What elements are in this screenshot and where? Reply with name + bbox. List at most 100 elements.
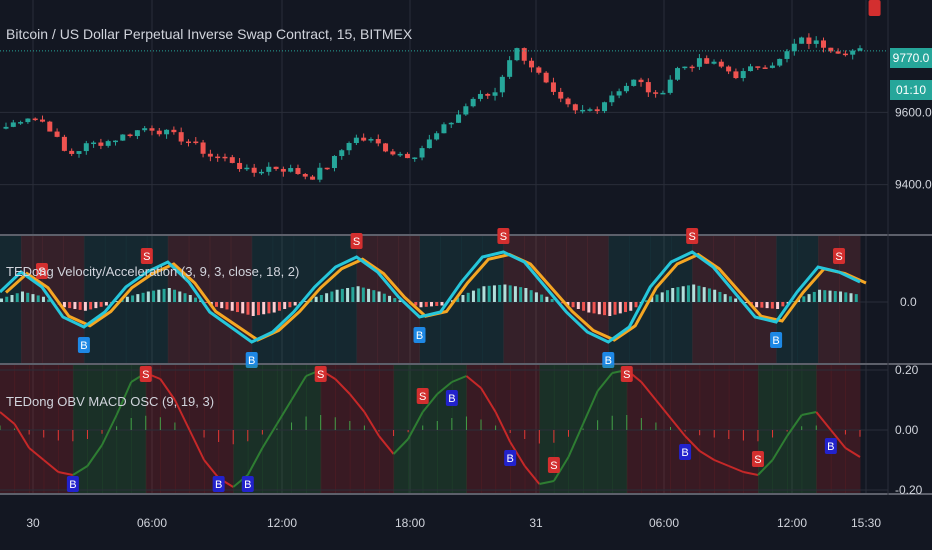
velocity-histogram-bar bbox=[482, 286, 486, 302]
candle-body bbox=[3, 126, 9, 129]
velocity-histogram-bar bbox=[440, 302, 444, 306]
velocity-histogram-bar bbox=[498, 284, 502, 302]
obv-oscillator-line bbox=[480, 387, 497, 413]
obv-band bbox=[14, 365, 30, 493]
obv-oscillator-line bbox=[640, 381, 657, 401]
velocity-histogram-bar bbox=[765, 302, 769, 309]
velocity-histogram-bar bbox=[744, 302, 748, 303]
candle-body bbox=[32, 118, 38, 121]
velocity-histogram-bar bbox=[812, 291, 816, 302]
velocity-signal-label: S bbox=[38, 266, 45, 278]
velocity-histogram-bar bbox=[833, 291, 837, 302]
time-axis-label: 18:00 bbox=[395, 516, 425, 530]
candle-body bbox=[273, 166, 279, 169]
obv-band bbox=[830, 365, 846, 493]
candle-body bbox=[565, 98, 571, 105]
candle-body bbox=[39, 119, 45, 122]
velocity-histogram-bar bbox=[314, 296, 318, 302]
velocity-histogram-bar bbox=[272, 302, 276, 313]
obv-sell-signal bbox=[868, 0, 881, 16]
obv-band bbox=[568, 365, 584, 493]
velocity-histogram-bar bbox=[73, 302, 77, 309]
obv-signal-label: S bbox=[317, 369, 324, 381]
candle-body bbox=[164, 129, 170, 135]
velocity-histogram-bar bbox=[146, 291, 150, 302]
velocity-signal-label: B bbox=[80, 340, 87, 352]
velocity-histogram-bar bbox=[471, 290, 475, 302]
obv-oscillator-line bbox=[801, 411, 817, 416]
velocity-histogram-bar bbox=[178, 291, 182, 302]
obv-oscillator-line bbox=[844, 447, 861, 458]
obv-indicator-title[interactable]: TEDong OBV MACD OSC (9, 19, 3) bbox=[6, 394, 215, 409]
candle-body bbox=[740, 71, 746, 79]
candle-body bbox=[18, 122, 24, 124]
candle-body bbox=[660, 92, 666, 95]
obv-oscillator-line bbox=[13, 423, 31, 449]
symbol-title[interactable]: Bitcoin / US Dollar Perpetual Inverse Sw… bbox=[6, 26, 413, 42]
obv-oscillator-line bbox=[290, 375, 307, 401]
obv-band bbox=[247, 365, 263, 493]
obv-signal-label: B bbox=[244, 479, 251, 491]
obv-oscillator-line bbox=[58, 471, 74, 476]
candle-body bbox=[492, 92, 498, 96]
velocity-sell-signal bbox=[350, 233, 363, 249]
obv-oscillator-line bbox=[276, 399, 293, 425]
obv-oscillator-line bbox=[786, 414, 803, 437]
candle-body bbox=[748, 66, 754, 72]
velocity-histogram-bar bbox=[571, 302, 575, 308]
candle-body bbox=[813, 40, 819, 44]
obv-signal-label: S bbox=[142, 369, 149, 381]
velocity-histogram-bar bbox=[0, 298, 3, 302]
obv-buy-signal bbox=[504, 450, 517, 466]
obv-signal-label: B bbox=[681, 447, 688, 459]
velocity-histogram-bar bbox=[634, 302, 638, 308]
obv-sell-signal bbox=[416, 388, 429, 404]
velocity-histogram-bar bbox=[89, 302, 93, 310]
time-axis-label: 12:00 bbox=[267, 516, 297, 530]
velocity-histogram-bar bbox=[346, 288, 350, 302]
candle-body bbox=[857, 48, 863, 51]
velocity-histogram-bar bbox=[125, 296, 129, 302]
candle-body bbox=[375, 139, 381, 144]
obv-band bbox=[87, 365, 103, 493]
candle-body bbox=[550, 82, 556, 92]
velocity-histogram-bar bbox=[456, 297, 460, 302]
obv-axis-label: -0.20 bbox=[895, 483, 923, 497]
velocity-histogram-bar bbox=[807, 294, 811, 302]
velocity-histogram-bar bbox=[665, 290, 669, 302]
velocity-histogram-bar bbox=[141, 292, 145, 302]
velocity-band bbox=[566, 236, 588, 363]
candle-body bbox=[280, 168, 286, 172]
velocity-histogram-bar bbox=[68, 302, 72, 309]
obv-band bbox=[393, 365, 409, 493]
candle-body bbox=[185, 141, 191, 144]
velocity-histogram-bar bbox=[267, 302, 271, 314]
velocity-histogram-bar bbox=[115, 301, 119, 302]
velocity-histogram-bar bbox=[655, 294, 659, 302]
velocity-histogram-bar bbox=[262, 302, 266, 315]
obv-signal-label: S bbox=[623, 369, 630, 381]
velocity-histogram-bar bbox=[828, 290, 832, 302]
obv-band bbox=[626, 365, 642, 493]
velocity-histogram-bar bbox=[723, 294, 727, 302]
obv-sell-signal bbox=[314, 366, 327, 382]
candle-body bbox=[689, 66, 695, 69]
velocity-indicator-title[interactable]: TEDong Velocity/Acceleration (3, 9, 3, c… bbox=[6, 264, 300, 279]
candle-body bbox=[193, 141, 199, 144]
candle-body bbox=[543, 72, 549, 83]
velocity-histogram-bar bbox=[540, 294, 544, 302]
obv-band bbox=[306, 365, 322, 493]
velocity-histogram-bar bbox=[603, 302, 607, 316]
candle-body bbox=[594, 109, 600, 112]
candle-body bbox=[120, 134, 126, 141]
velocity-signal-label: B bbox=[605, 355, 612, 367]
obv-oscillator-line bbox=[465, 375, 482, 389]
obv-band bbox=[131, 365, 147, 493]
obv-signal-label: B bbox=[69, 479, 76, 491]
candle-body bbox=[769, 65, 775, 68]
obv-oscillator-line bbox=[436, 381, 453, 395]
velocity-histogram-bar bbox=[770, 302, 774, 309]
obv-band bbox=[466, 365, 482, 493]
candle-body bbox=[762, 67, 768, 69]
